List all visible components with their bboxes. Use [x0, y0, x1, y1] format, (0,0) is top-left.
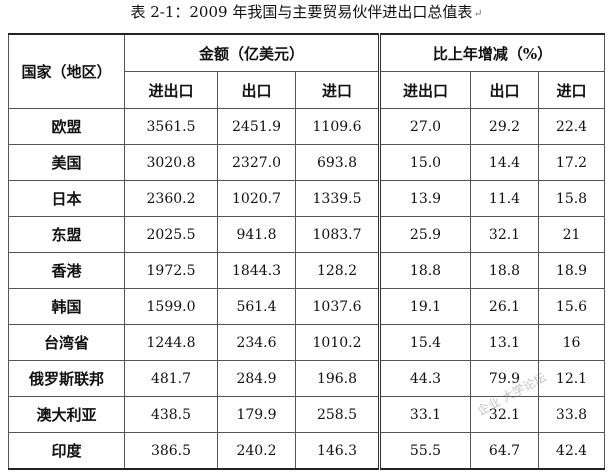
change-import-cell: 42.4 — [538, 432, 605, 470]
amount-import-cell: 1010.2 — [295, 324, 380, 361]
change-total-cell: 55.5 — [378, 432, 471, 470]
table-row: 东盟 2025.5 941.8 1083.7 25.9 32.1 21 — [8, 216, 605, 253]
region-cell: 俄罗斯联邦 — [8, 360, 125, 397]
region-cell: 东盟 — [8, 216, 125, 253]
table-row: 澳大利亚 438.5 179.9 258.5 33.1 32.1 33.8 — [8, 396, 605, 433]
change-total-cell: 44.3 — [378, 360, 471, 397]
region-cell: 印度 — [8, 432, 125, 470]
amount-total-cell: 2360.2 — [124, 180, 218, 217]
amount-import-cell: 1109.6 — [295, 108, 380, 145]
header-change-import: 进口 — [538, 71, 605, 109]
header-amount-import: 进口 — [295, 71, 380, 109]
change-export-cell: 18.8 — [470, 252, 539, 289]
table-row: 台湾省 1244.8 234.6 1010.2 15.4 13.1 16 — [8, 324, 605, 361]
table-row: 印度 386.5 240.2 146.3 55.5 64.7 42.4 — [8, 432, 605, 470]
change-export-cell: 64.7 — [470, 432, 539, 470]
change-export-cell: 13.1 — [470, 324, 539, 361]
change-import-cell: 21 — [538, 216, 605, 253]
table-body: 欧盟 3561.5 2451.9 1109.6 27.0 29.2 22.4 美国 3020.8… — [8, 108, 605, 470]
change-total-cell: 19.1 — [378, 288, 471, 325]
amount-export-cell: 2451.9 — [217, 108, 296, 145]
change-export-cell: 11.4 — [470, 180, 539, 217]
change-import-cell: 18.9 — [538, 252, 605, 289]
header-change-total: 进出口 — [378, 71, 471, 109]
table-row: 香港 1972.5 1844.3 128.2 18.8 18.8 18.9 — [8, 252, 605, 289]
amount-export-cell: 1844.3 — [217, 252, 296, 289]
amount-total-cell: 481.7 — [124, 360, 218, 397]
change-import-cell: 12.1 — [538, 360, 605, 397]
change-export-cell: 26.1 — [470, 288, 539, 325]
amount-export-cell: 2327.0 — [217, 144, 296, 181]
header-row-groups: 国家（地区） 金额（亿美元） 比上年增减（%） — [8, 33, 605, 109]
amount-import-cell: 196.8 — [295, 360, 380, 397]
change-total-cell: 33.1 — [378, 396, 471, 433]
caption-text: 表 2-1：2009 年我国与主要贸易伙伴进出口总值表 — [130, 3, 473, 21]
amount-import-cell: 1083.7 — [295, 216, 380, 253]
change-total-cell: 27.0 — [378, 108, 471, 145]
header-amount-export: 出口 — [217, 71, 296, 109]
amount-total-cell: 3020.8 — [124, 144, 218, 181]
amount-total-cell: 1972.5 — [124, 252, 218, 289]
header-amount-group: 金额（亿美元） — [124, 33, 380, 72]
change-total-cell: 25.9 — [378, 216, 471, 253]
trade-partners-table: 国家（地区） 金额（亿美元） 比上年增减（%） 进出口 出口 进口 进出口 出口… — [8, 33, 605, 470]
change-total-cell: 13.9 — [378, 180, 471, 217]
change-total-cell: 15.4 — [378, 324, 471, 361]
header-region: 国家（地区） — [8, 33, 125, 109]
table-caption: 表 2-1：2009 年我国与主要贸易伙伴进出口总值表↵ — [0, 2, 613, 24]
amount-import-cell: 693.8 — [295, 144, 380, 181]
change-import-cell: 33.8 — [538, 396, 605, 433]
amount-import-cell: 1037.6 — [295, 288, 380, 325]
change-import-cell: 16 — [538, 324, 605, 361]
change-total-cell: 18.8 — [378, 252, 471, 289]
amount-export-cell: 234.6 — [217, 324, 296, 361]
region-cell: 韩国 — [8, 288, 125, 325]
header-change-export: 出口 — [470, 71, 539, 109]
change-import-cell: 22.4 — [538, 108, 605, 145]
change-export-cell: 29.2 — [470, 108, 539, 145]
header-change-group: 比上年增减（%） — [378, 33, 605, 72]
amount-total-cell: 386.5 — [124, 432, 218, 470]
amount-total-cell: 2025.5 — [124, 216, 218, 253]
amount-export-cell: 240.2 — [217, 432, 296, 470]
change-import-cell: 15.6 — [538, 288, 605, 325]
change-import-cell: 17.2 — [538, 144, 605, 181]
table-row: 日本 2360.2 1020.7 1339.5 13.9 11.4 15.8 — [8, 180, 605, 217]
region-cell: 香港 — [8, 252, 125, 289]
region-cell: 美国 — [8, 144, 125, 181]
change-export-cell: 14.4 — [470, 144, 539, 181]
change-export-cell: 79.9 — [470, 360, 539, 397]
amount-export-cell: 284.9 — [217, 360, 296, 397]
amount-export-cell: 561.4 — [217, 288, 296, 325]
amount-export-cell: 1020.7 — [217, 180, 296, 217]
table-row: 韩国 1599.0 561.4 1037.6 19.1 26.1 15.6 — [8, 288, 605, 325]
amount-import-cell: 146.3 — [295, 432, 380, 470]
amount-total-cell: 3561.5 — [124, 108, 218, 145]
amount-export-cell: 179.9 — [217, 396, 296, 433]
change-total-cell: 15.0 — [378, 144, 471, 181]
region-cell: 台湾省 — [8, 324, 125, 361]
region-cell: 日本 — [8, 180, 125, 217]
change-import-cell: 15.8 — [538, 180, 605, 217]
amount-import-cell: 1339.5 — [295, 180, 380, 217]
region-cell: 欧盟 — [8, 108, 125, 145]
change-export-cell: 32.1 — [470, 216, 539, 253]
amount-total-cell: 1599.0 — [124, 288, 218, 325]
amount-import-cell: 128.2 — [295, 252, 380, 289]
table-row: 美国 3020.8 2327.0 693.8 15.0 14.4 17.2 — [8, 144, 605, 181]
header-amount-total: 进出口 — [124, 71, 218, 109]
change-export-cell: 32.1 — [470, 396, 539, 433]
paragraph-mark: ↵ — [473, 7, 483, 20]
amount-total-cell: 438.5 — [124, 396, 218, 433]
amount-import-cell: 258.5 — [295, 396, 380, 433]
amount-total-cell: 1244.8 — [124, 324, 218, 361]
table-row: 欧盟 3561.5 2451.9 1109.6 27.0 29.2 22.4 — [8, 108, 605, 145]
region-cell: 澳大利亚 — [8, 396, 125, 433]
table-row: 俄罗斯联邦 481.7 284.9 196.8 44.3 79.9 12.1 — [8, 360, 605, 397]
header-row-columns: 进出口 出口 进口 进出口 出口 进口 — [9, 71, 605, 109]
amount-export-cell: 941.8 — [217, 216, 296, 253]
